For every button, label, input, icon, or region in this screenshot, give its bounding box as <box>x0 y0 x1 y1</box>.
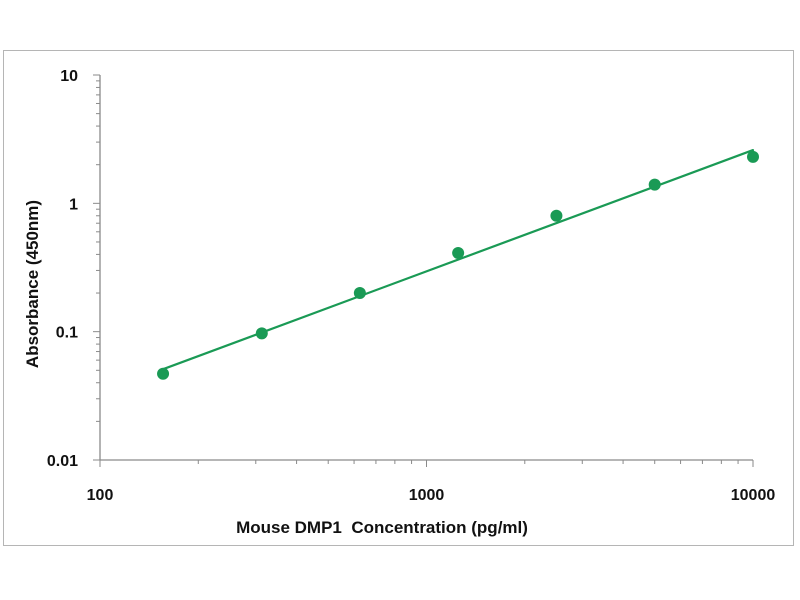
fit-line-layer <box>161 148 755 371</box>
data-points <box>157 150 759 380</box>
y-axis-title: Absorbance (450nm) <box>23 200 42 368</box>
x-tick-label: 100 <box>87 487 114 504</box>
fit-line <box>161 148 755 371</box>
y-tick-label: 1 <box>69 196 78 213</box>
data-point <box>648 178 661 191</box>
data-point <box>255 327 268 340</box>
data-point <box>157 367 170 380</box>
data-point <box>353 287 366 300</box>
tick-marks <box>93 74 754 467</box>
y-tick-label: 10 <box>60 68 78 85</box>
data-point <box>452 247 465 260</box>
x-axis-title: Mouse DMP1 Concentration (pg/ml) <box>236 518 528 537</box>
tick-labels: 10 1 0.1 0.01 100 1000 10000 <box>47 68 775 504</box>
x-tick-label: 1000 <box>409 487 445 504</box>
chart-frame <box>3 50 794 546</box>
axes <box>99 75 753 461</box>
y-tick-label: 0.1 <box>56 325 78 342</box>
data-point <box>550 209 563 222</box>
x-tick-label: 10000 <box>731 487 776 504</box>
data-point <box>747 150 759 163</box>
y-tick-label: 0.01 <box>47 453 78 470</box>
